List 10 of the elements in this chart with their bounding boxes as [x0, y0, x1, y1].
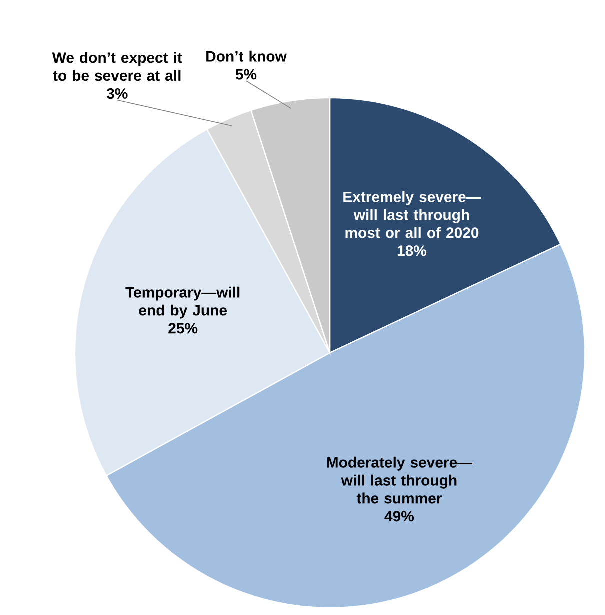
slice-label: Moderately severe—will last through the summer	[327, 456, 473, 504]
data-label: 5%	[236, 69, 257, 80]
slice-label: We don’t expect it to be severe at all	[52, 52, 182, 82]
slice-label: Don’t know	[206, 50, 287, 62]
data-label: 49%	[384, 511, 414, 522]
data-label: 18%	[398, 246, 427, 256]
slice-label: Temporary—will end by June	[126, 286, 240, 319]
data-label: 25%	[168, 323, 198, 334]
slice-label: Extremely severe—will last through most or all of 2020	[344, 191, 482, 238]
data-label: 3%	[106, 88, 128, 100]
